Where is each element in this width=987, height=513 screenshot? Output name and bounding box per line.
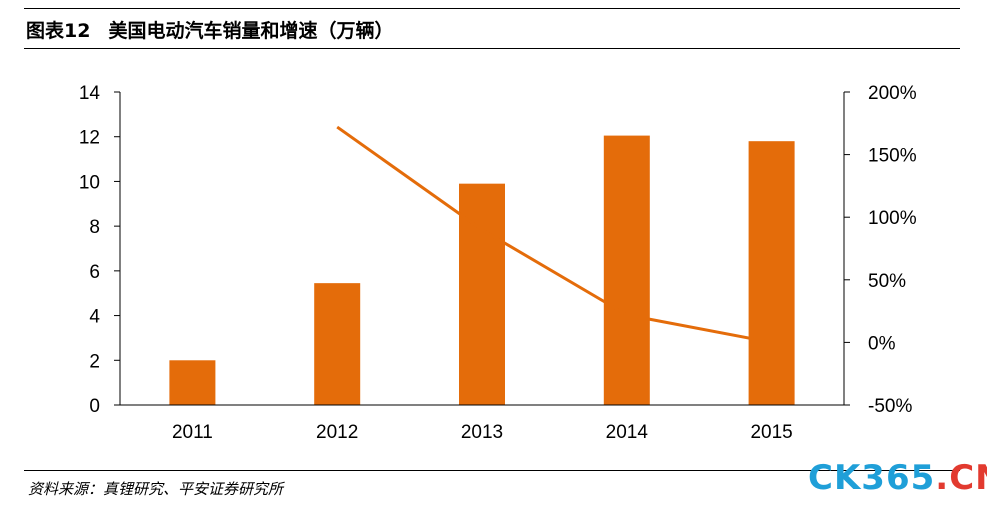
figure-title: 图表12 美国电动汽车销量和增速（万辆） xyxy=(26,16,393,43)
watermark-dot: . xyxy=(935,458,950,498)
header-bottom-rule xyxy=(24,48,960,49)
header-top-rule xyxy=(24,8,960,9)
figure-title-text: 美国电动汽车销量和增速（万辆） xyxy=(108,20,394,42)
left-tick-label: 8 xyxy=(89,217,100,238)
chart-axes: 0 2 4 6 8 10 12 14 -50% 0% 50% 100% 150% 200% 2011 2012… xyxy=(79,83,917,443)
watermark-part2: CN xyxy=(949,458,987,498)
left-tick-label: 6 xyxy=(89,262,100,283)
bar-2012 xyxy=(314,283,361,405)
left-tick-label: 12 xyxy=(79,128,100,149)
growth-rate-line xyxy=(336,125,772,344)
x-tick-label: 2011 xyxy=(172,422,213,443)
figure-number: 图表12 xyxy=(26,20,91,42)
bar-2011 xyxy=(169,360,216,405)
right-tick-label: 100% xyxy=(868,208,917,229)
bar-series xyxy=(169,135,795,405)
watermark-part1: CK365 xyxy=(808,458,936,498)
left-tick-label: 14 xyxy=(79,83,101,104)
x-tick-label: 2015 xyxy=(750,422,792,443)
right-tick-label: 0% xyxy=(868,333,896,354)
bar-2015 xyxy=(748,141,795,405)
x-tick-label: 2014 xyxy=(606,422,649,443)
left-tick-label: 4 xyxy=(89,307,100,328)
left-tick-label: 0 xyxy=(89,396,100,417)
watermark-logo: CK365.CN xyxy=(808,458,987,498)
x-tick-label: 2013 xyxy=(461,422,503,443)
right-tick-label: 150% xyxy=(868,146,917,167)
left-tick-label: 10 xyxy=(79,172,100,193)
right-tick-label: 50% xyxy=(868,271,906,292)
x-tick-label: 2012 xyxy=(316,422,358,443)
source-note: 资料来源：真锂研究、平安证券研究所 xyxy=(28,480,284,498)
right-tick-label: 200% xyxy=(868,83,917,104)
left-tick-label: 2 xyxy=(89,351,100,372)
right-tick-label: -50% xyxy=(868,396,912,417)
footer-rule xyxy=(24,470,960,471)
bar-2014 xyxy=(603,135,650,405)
